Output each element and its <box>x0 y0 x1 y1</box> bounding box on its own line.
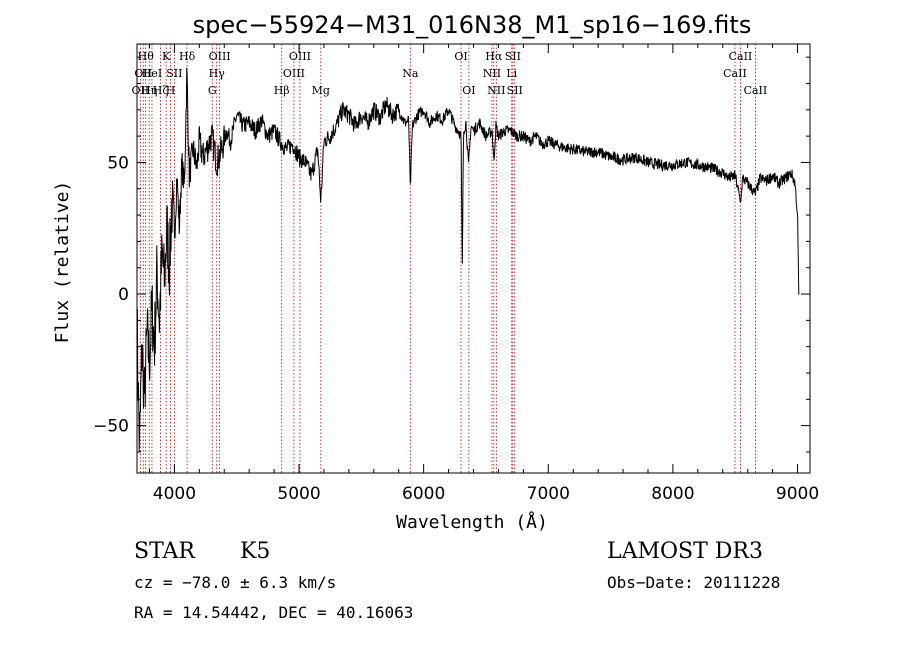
x-tick-label-1: 5000 <box>277 484 320 504</box>
plot-frame <box>136 43 811 474</box>
line-mark-label-2: Hθ <box>138 50 155 63</box>
redshift-readout: cz = −78.0 ± 6.3 km/s <box>134 573 337 592</box>
line-mark-labels: OII OII Hθ Hη HeI Hζ K H SII Hδ G Hγ OIII Hβ OIII OIII M… <box>132 50 768 97</box>
x-tick-label-0: 4000 <box>153 484 196 504</box>
x-tick-label-3: 7000 <box>527 484 570 504</box>
line-mark-label-0: OII <box>132 84 150 97</box>
chart-title: spec−55924−M31_016N38_M1_sp16−169.fits <box>193 11 752 39</box>
line-mark-label-1: OII <box>134 67 152 80</box>
line-mark-label-17: Na <box>402 67 419 80</box>
line-mark-label-16: Mg <box>312 84 330 97</box>
sky-coordinates: RA = 14.54442, DEC = 40.16063 <box>134 603 414 622</box>
line-mark-label-15: OIII <box>289 50 311 63</box>
survey-name: LAMOST DR3 <box>607 539 763 564</box>
x-tick-label-4: 8000 <box>651 484 694 504</box>
line-mark-label-12: OIII <box>209 50 231 63</box>
line-mark-label-4: HeI <box>142 67 162 80</box>
spectrum-series <box>136 67 800 452</box>
y-tick-label-2: 50 <box>107 153 129 173</box>
y-tick-label-1: 0 <box>118 285 129 305</box>
line-mark-label-19: OI <box>462 84 475 97</box>
line-mark-label-8: SII <box>166 67 182 80</box>
object-subclass: K5 <box>240 539 271 564</box>
line-mark-label-9: Hδ <box>179 50 196 63</box>
line-mark-label-10: G <box>208 84 217 97</box>
line-mark-label-21: Hα <box>485 50 503 63</box>
line-mark-label-13: Hβ <box>274 84 290 97</box>
line-mark-label-14: OIII <box>283 67 305 80</box>
line-mark-label-18: OI <box>454 50 467 63</box>
line-marks <box>139 44 756 473</box>
line-mark-label-20: NII <box>483 67 501 80</box>
line-mark-label-26: CaII <box>723 67 747 80</box>
line-mark-label-23: Li <box>506 67 517 80</box>
line-mark-label-6: K <box>162 50 171 63</box>
spectrum-line <box>136 67 800 452</box>
line-mark-label-5: Hζ <box>153 84 169 97</box>
line-mark-label-3: Hη <box>141 84 157 97</box>
axis-ticks: 4000 5000 6000 7000 8000 9000 −50 0 50 <box>93 44 819 504</box>
x-tick-label-2: 6000 <box>402 484 445 504</box>
x-axis-label: Wavelength (Å) <box>396 511 548 533</box>
object-class: STAR <box>134 539 195 564</box>
y-tick-label-0: −50 <box>93 417 129 437</box>
observation-date: Obs−Date: 20111228 <box>607 573 781 592</box>
line-mark-label-24: SII <box>505 50 521 63</box>
line-mark-label-27: CaII <box>729 50 753 63</box>
line-mark-label-28: CaII <box>744 84 768 97</box>
line-mark-label-25: SII <box>507 84 523 97</box>
line-mark-label-11: Hγ <box>209 67 226 80</box>
y-axis-label: Flux (relative) <box>52 181 73 344</box>
line-mark-label-22: NII <box>487 84 505 97</box>
line-mark-label-7: H <box>166 84 176 97</box>
x-tick-label-5: 9000 <box>776 484 819 504</box>
